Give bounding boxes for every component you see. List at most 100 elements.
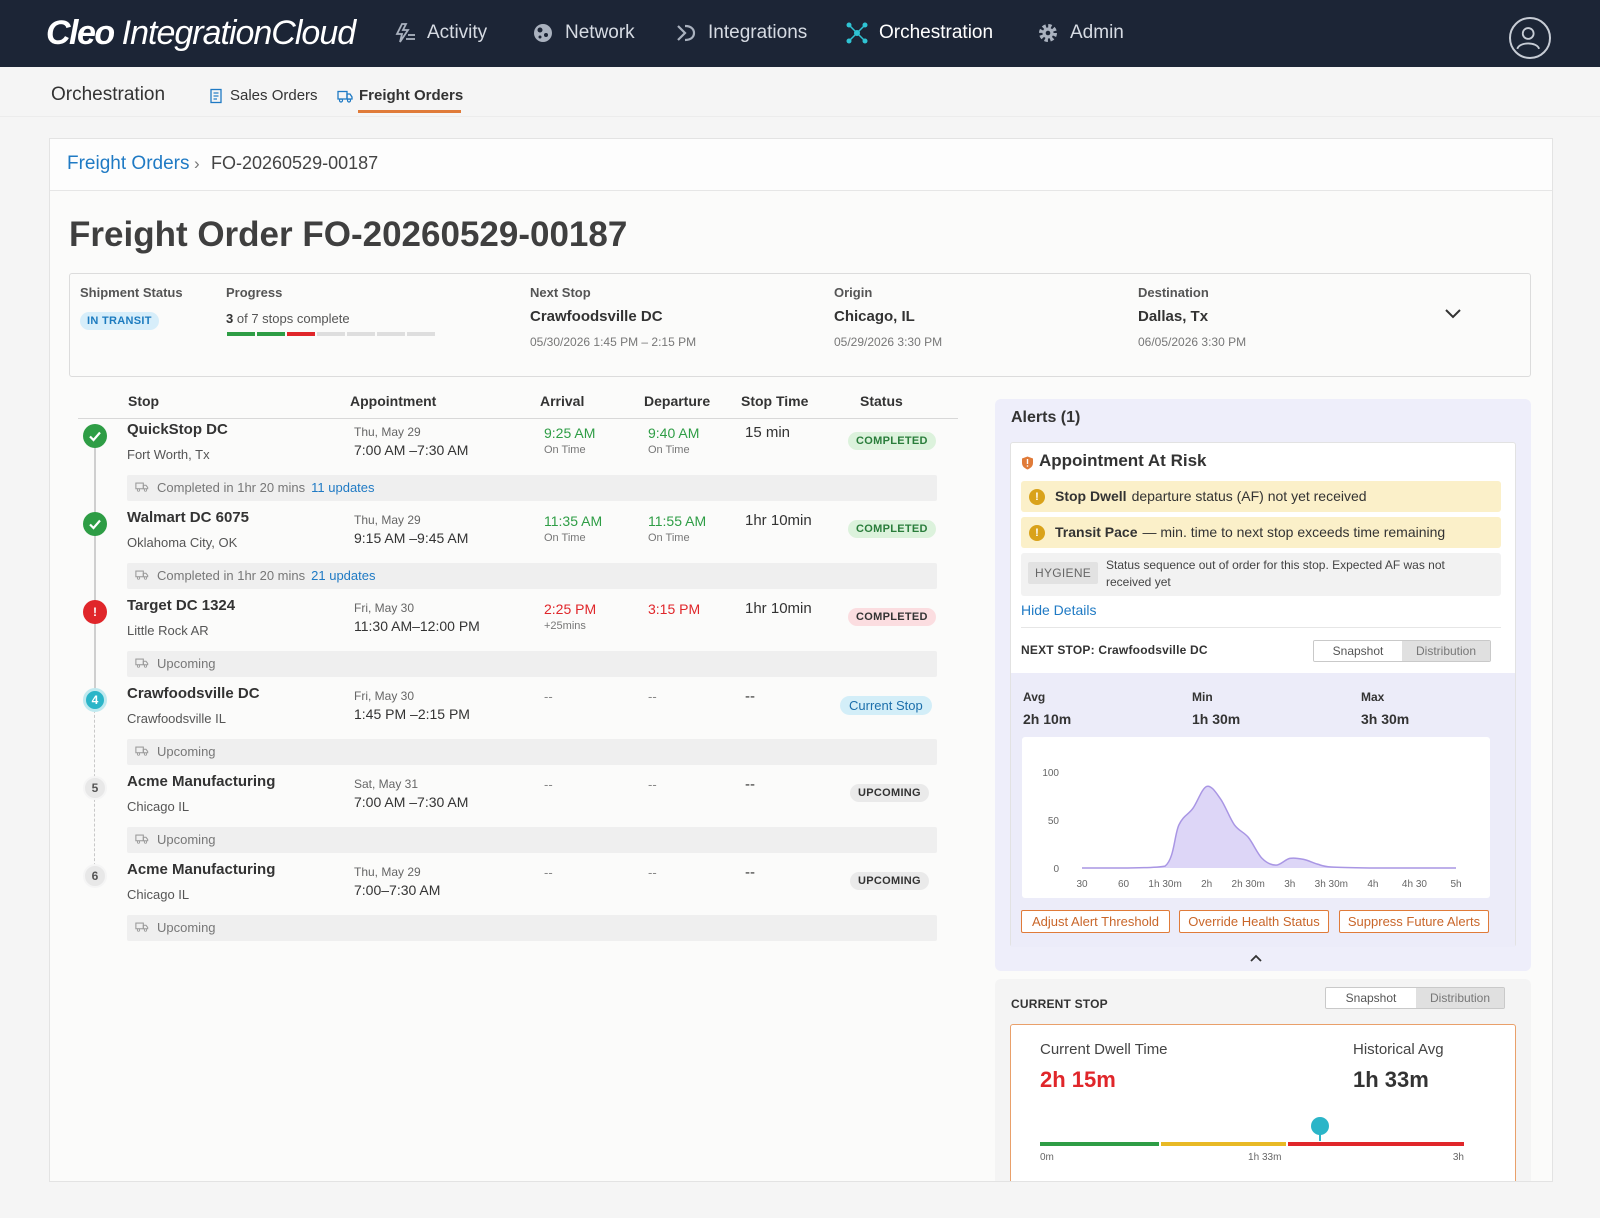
toggle-distribution[interactable]: Distribution [1402,641,1490,661]
user-avatar-icon[interactable] [1509,17,1551,59]
adjust-alert-threshold-button[interactable]: Adjust Alert Threshold [1021,910,1170,933]
warning-icon: ! [1029,489,1045,505]
col-appointment: Appointment [350,393,437,409]
col-departure: Departure [644,393,711,409]
arrival-note: On Time [544,532,586,544]
stop-duration: 1hr 10min [745,512,812,529]
appointment-day: Fri, May 30 [354,689,415,703]
progress-rest: of 7 stops complete [236,311,350,326]
gauge-segment [1040,1142,1159,1146]
nav-orchestration[interactable]: Orchestration [845,20,993,46]
gauge-current-marker [1310,1117,1329,1135]
x-tick-label: 5h [1450,879,1461,890]
double-chevron-icon [677,24,696,42]
arrival-note: On Time [544,444,586,456]
shipment-status-badge: IN TRANSIT [80,312,159,330]
nav-activity[interactable]: Activity [393,20,487,46]
tab-sales-orders-label: Sales Orders [230,87,318,104]
cleo-logo[interactable]: Cleo IntegrationCloud [46,14,356,52]
hygiene-text: Status sequence out of order for this st… [1106,558,1445,589]
stop-name[interactable]: Walmart DC 6075 [127,509,249,526]
hide-details-link[interactable]: Hide Details [1021,602,1097,618]
stat-min-value: 1h 30m [1192,711,1241,727]
nav-network[interactable]: Network [531,20,635,46]
nav-admin[interactable]: Admin [1036,20,1124,46]
stop-marker [83,512,107,536]
truck-icon [135,922,149,932]
toggle-snapshot[interactable]: Snapshot [1326,988,1416,1008]
progress-done-count: 3 [226,311,234,326]
stop-status-badge: Current Stop [840,696,932,715]
progress-segment [257,332,285,336]
stop-update-bar: Upcoming [127,827,937,853]
alert-item-text: — min. time to next stop exceeds time re… [1142,524,1446,540]
toggle-distribution[interactable]: Distribution [1416,988,1504,1008]
updates-link[interactable]: 11 updates [311,480,375,495]
dwell-distribution-chart: 100 50 0 30 60 1h 30m 2h 2h 30m 3h 3h 30m 4h 4h 30 5… [1022,737,1490,898]
update-text: Completed in 1hr 20 mins [157,480,306,495]
chevron-down-icon[interactable] [1442,302,1464,324]
stop-number: 6 [91,869,99,883]
appointment-day: Thu, May 29 [354,865,421,879]
toggle-snapshot[interactable]: Snapshot [1314,641,1402,661]
stop-name[interactable]: Target DC 1324 [127,597,236,614]
progress-bar [227,332,435,336]
shipment-summary: Shipment Status IN TRANSIT Progress 3 of… [69,273,1531,377]
tab-freight-orders[interactable]: Freight Orders [337,87,463,104]
progress-segment [377,332,405,336]
destination-value: Dallas, Tx [1138,308,1209,325]
stop-status-badge: COMPLETED [848,520,936,538]
stop-marker: 5 [83,776,107,800]
arrival-time: 2:25 PM [544,601,597,617]
next-stop-distribution-label: NEXT STOP: Crawfoodsville DC [1021,643,1208,657]
breadcrumb-freight-orders-link[interactable]: Freight Orders [67,153,190,174]
updates-link[interactable]: 21 updates [311,568,376,583]
alert-item-text: departure status (AF) not yet received [1131,488,1367,504]
departure-time: -- [648,777,657,792]
stop-name[interactable]: QuickStop DC [127,421,228,438]
stop-update-bar: Upcoming [127,739,937,765]
appointment-time: 9:15 AM –9:45 AM [354,530,469,546]
dwell-time-box: Current Dwell Time 2h 15m Historical Avg… [1010,1024,1516,1181]
destination-label: Destination [1138,285,1209,300]
alert-card-title: Appointment At Risk [1039,451,1207,470]
departure-time: -- [648,865,657,880]
stops-table-header: Stop Appointment Arrival Departure Stop … [78,393,958,419]
x-tick-label: 2h 30m [1232,879,1265,890]
arrival-time: 9:25 AM [544,425,596,441]
stop-duration: -- [745,864,755,881]
chevron-up-icon[interactable] [1249,951,1263,965]
stop-city: Chicago IL [127,799,190,814]
appointment-day: Thu, May 29 [354,513,421,527]
arrival-time: 11:35 AM [544,513,603,529]
stop-number: 5 [91,781,99,795]
tab-sales-orders[interactable]: Sales Orders [208,87,318,104]
stop-name[interactable]: Crawfoodsville DC [127,685,260,702]
stop-status-badge: UPCOMING [850,784,929,802]
stop-name[interactable]: Acme Manufacturing [127,773,276,790]
arrival-time: -- [544,865,553,880]
nav-orchestration-label: Orchestration [879,22,994,43]
timeline-line [94,436,96,700]
alert-item-title: Stop Dwell [1055,488,1127,504]
nav-integrations[interactable]: Integrations [674,20,807,46]
stop-update-bar: Upcoming [127,651,937,677]
alert-card: Appointment At Risk ! Stop Dwell departure… [1010,442,1516,947]
y-tick-label: 0 [1053,864,1059,875]
stat-min-label: Min [1192,690,1213,704]
x-tick-label: 2h [1201,879,1212,890]
origin-value: Chicago, IL [834,308,915,325]
bolt-list-icon [395,23,415,43]
truck-icon [135,658,149,668]
stop-duration: 15 min [745,424,791,441]
suppress-future-alerts-button[interactable]: Suppress Future Alerts [1339,910,1489,933]
col-arrival: Arrival [540,393,585,409]
alert-item-title: Transit Pace [1055,524,1138,540]
y-tick-label: 50 [1048,816,1060,827]
override-health-status-button[interactable]: Override Health Status [1179,910,1329,933]
stop-update-bar: Upcoming [127,915,937,941]
truck-icon [135,746,149,756]
stop-name[interactable]: Acme Manufacturing [127,861,276,878]
stop-marker: 4 [83,688,107,712]
distribution-area-fill [1082,786,1456,868]
